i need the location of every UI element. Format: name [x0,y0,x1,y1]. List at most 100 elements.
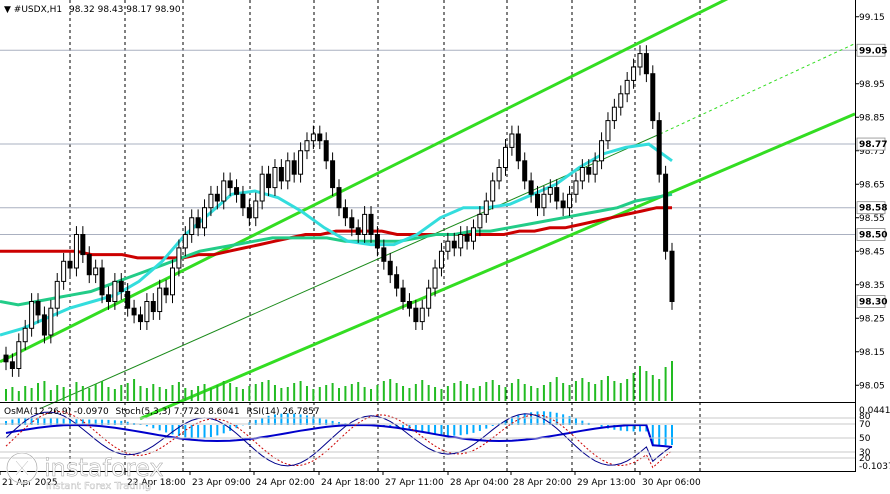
price-tick-label: 98.65 [859,180,885,190]
candle-body [611,106,617,122]
osma-bar [619,425,622,431]
candle-body [29,301,35,329]
brand-tagline: Instant Forex Trading [46,481,151,492]
ohlc-values: 98.32 98.43 98.17 98.90 [69,5,181,15]
price-tag-label: 98.30 [859,298,887,308]
osma-bar [75,419,78,425]
candle-body [394,274,400,289]
osma-bar [280,413,283,425]
osma-bar [190,425,193,439]
candle-body [355,227,361,236]
candle-body [112,280,118,302]
osma-bar [11,419,14,425]
candle-body [227,180,233,189]
candle-body [669,250,675,302]
osma-bar [312,416,315,425]
candle-body [656,120,662,175]
candle-body [560,200,566,209]
osma-bar [472,425,475,433]
oscillator-tick-label: 0.0441 [859,406,890,416]
candle-body [272,167,278,189]
oscillator-tick-label: 80 [859,412,871,422]
price-tick-label: 99.15 [859,13,885,23]
osma-bar [94,419,97,425]
osma-bar [626,425,629,432]
candle-body [22,327,28,343]
price-level-lines [0,49,855,235]
time-tick-label: 24 Apr 02:00 [256,478,315,488]
osma-bar [600,425,603,427]
volume-bars [5,361,673,401]
candle-body [451,240,457,249]
osma-bar [530,412,533,425]
osma-bar [88,419,91,425]
candle-body [349,217,355,229]
osma-bar [5,421,7,425]
time-tick-label: 28 Apr 04:00 [450,478,509,488]
price-tick-label: 98.35 [859,281,885,291]
candle-body [406,301,412,309]
time-axis: 21 Apr 2025 22 Apr 18:00 23 Apr 09:00 24 Ap… [0,471,701,488]
candle-body [567,193,573,209]
candle-body [368,213,374,235]
indicator-labels: OsMA(12,26,9) -0.0970 Stoch(5,3,3) 7.772… [4,407,320,417]
osma-bar [158,425,161,431]
candle-body [118,280,124,292]
osma-bar [197,425,200,439]
price-tick-label: 98.15 [859,348,885,358]
candle-body [35,301,41,316]
candle-body [618,93,624,108]
price-tag: 98.30 [856,295,887,308]
price-tick-label: 98.75 [859,147,885,157]
candle-body [240,193,246,209]
candle-body [41,314,47,336]
osma-bar [43,417,46,425]
candle-body [586,167,592,175]
osma-bar [414,425,417,432]
time-tick-label: 27 Apr 11:00 [385,478,444,488]
candle-body [131,307,137,316]
osma-bar [184,425,187,438]
candle-body [599,140,605,162]
ema50-line [0,142,673,337]
candle-body [137,314,143,323]
candle-body [579,167,585,182]
osma-bar [81,419,84,425]
candle-body [317,133,323,142]
candle-body [189,217,195,235]
osma-bar [664,425,667,446]
price-tag-box [856,228,886,241]
oscillator-tick-label: 30 [859,448,871,458]
price-tick-label: 98.55 [859,214,885,224]
osma-bar [145,425,148,427]
candle-body [528,180,534,195]
candle-body [330,160,336,189]
candle-body [253,200,259,219]
moving-averages [0,142,673,337]
candle-body [278,167,284,182]
candle-body [464,234,470,242]
candle-body [182,234,188,249]
osma-bar [466,425,469,435]
symbol-label: #USDX,H1 [14,5,62,15]
candle-body [176,247,182,269]
osma-bar [165,425,168,433]
candle-body [202,207,208,229]
osma-bar [440,425,443,436]
price-tag: 98.77 [856,137,887,151]
candle-body [592,160,598,175]
osma-bar [325,419,328,425]
osma-bar [510,417,513,425]
candle-body [458,234,464,249]
candle-body [374,234,380,249]
candle-body [48,307,54,336]
osma-bar [485,425,488,429]
osma-bar [632,425,635,432]
price-tick-label: 98.95 [859,80,885,90]
candle-body [637,53,643,68]
rsi-line [5,423,673,448]
osma-bar [517,415,520,425]
candle-body [387,260,393,276]
